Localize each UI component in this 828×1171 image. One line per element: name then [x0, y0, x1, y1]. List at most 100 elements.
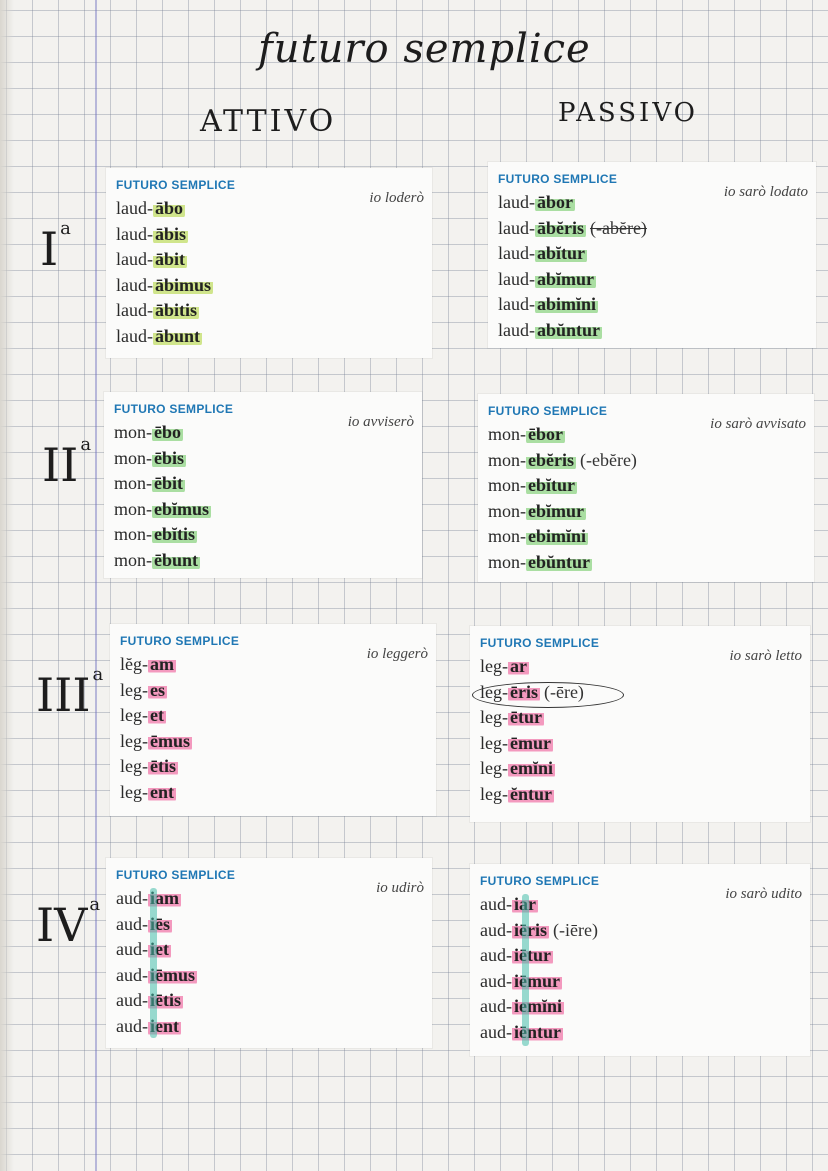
verb-ending: ēmur [507, 732, 553, 753]
conjugation-row: mon-ebŭntur [488, 550, 804, 576]
verb-stem: leg- [480, 758, 508, 778]
conjugation-row: leg-emĭni [480, 756, 800, 782]
verb-stem: leg- [120, 679, 148, 700]
card-heading: FUTURO SEMPLICE [488, 404, 608, 418]
card-heading: FUTURO SEMPLICE [480, 636, 600, 650]
card-translation: io udirò [376, 880, 424, 896]
conjugation-row: mon-ēbor [488, 422, 804, 448]
verb-stem: aud- [480, 970, 512, 991]
verb-ending: ebĭtur [526, 475, 577, 495]
verb-stem: aud- [116, 939, 148, 959]
column-header-active: ATTIVO [200, 104, 337, 139]
verb-ending: ētis [147, 756, 178, 776]
card-2-passive: FUTURO SEMPLICE io sarò avvisato mon-ēbor m… [478, 394, 814, 582]
conjugation-row: leg-ent [120, 780, 426, 806]
verb-ending: ebĭtis [152, 524, 198, 544]
verb-stem: laud- [498, 319, 535, 340]
verb-ending: ēmus [147, 730, 192, 751]
verb-ending: abĭtur [534, 243, 587, 263]
card-3-passive: FUTURO SEMPLICE io sarò letto leg-ar leg-ēr… [470, 626, 810, 822]
verb-ending: ebĭmus [152, 498, 212, 519]
verb-stem: mon- [488, 500, 526, 521]
card-1-passive: FUTURO SEMPLICE io sarò lodato laud-ābor la… [488, 162, 816, 348]
conjugation-row: mon-ebimĭni [488, 524, 804, 550]
card-heading: FUTURO SEMPLICE [480, 874, 600, 888]
verb-ending: ābitis [152, 300, 199, 320]
verb-stem: leg- [120, 705, 148, 725]
conjugation-row: laud-ābĕris (-abĕre) [498, 216, 806, 242]
column-header-passive: PASSIVO [558, 98, 698, 128]
conjugation-row: laud-abimĭni [498, 292, 806, 318]
verb-ending: ēbunt [152, 549, 201, 570]
verb-ending: iēmus [147, 964, 197, 985]
verb-stem: mon- [488, 551, 526, 572]
conjugation-row: laud-ābis [116, 222, 422, 248]
verb-stem: aud- [116, 913, 148, 934]
conjugation-row: laud-abŭntur [498, 318, 806, 344]
verb-stem: laud- [498, 294, 535, 314]
verb-ending: ebĭmur [526, 500, 586, 521]
card-translation: io sarò letto [729, 648, 802, 664]
card-translation: io sarò avvisato [710, 416, 806, 432]
verb-stem: aud- [480, 894, 512, 914]
verb-stem: laud- [498, 192, 535, 212]
verb-stem: aud- [480, 945, 512, 965]
card-translation: io sarò udito [725, 886, 802, 902]
verb-ending: ēbo [152, 422, 183, 442]
conjugation-row: laud-ābimus [116, 273, 422, 299]
verb-ending: ētur [507, 707, 544, 727]
conjugation-row: laud-ābunt [116, 324, 422, 350]
verb-stem: aud- [116, 990, 148, 1010]
conjugation-numeral-4: IV a [36, 894, 101, 952]
conjugation-row: aud-ient [116, 1014, 422, 1040]
conjugation-row: aud-iet [116, 937, 422, 963]
verb-ending: ēbit [152, 473, 185, 493]
conjugation-row: mon-ēbo [114, 420, 412, 446]
verb-ending: ābimus [152, 274, 214, 295]
conjugation-row: mon-ēbit [114, 471, 412, 497]
verb-stem: mon- [488, 449, 526, 470]
verb-ending: ebŭntur [526, 551, 593, 572]
card-1-active: FUTURO SEMPLICE io loderò laud-ābo laud-ābi… [106, 168, 432, 358]
card-translation: io sarò lodato [723, 184, 808, 200]
verb-ending: abŭntur [534, 319, 603, 340]
verb-stem: mon- [114, 498, 152, 519]
conjugation-row: leg-ar [480, 654, 800, 680]
conjugation-numeral-2: II a [42, 434, 92, 492]
page-title: futuro semplice [258, 26, 591, 72]
card-3-active: FUTURO SEMPLICE io leggerò lĕg-am leg-es leg… [110, 624, 436, 816]
alternate-ending: (-abĕre) [589, 217, 647, 238]
verb-stem: mon- [488, 475, 526, 495]
card-2-active: FUTURO SEMPLICE io avviserò mon-ēbo mon-ēbi… [104, 392, 422, 578]
verb-ending: ābit [152, 249, 187, 269]
card-translation: io leggerò [366, 646, 428, 662]
verb-ending: ebĕris [526, 449, 576, 470]
verb-stem: leg- [480, 656, 508, 676]
verb-ending: ēbor [526, 424, 565, 444]
verb-ending: am [147, 654, 176, 674]
conjugation-row: leg-et [120, 703, 426, 729]
conjugation-row: mon-ebĭmus [114, 497, 412, 523]
card-heading: FUTURO SEMPLICE [120, 634, 240, 648]
conjugation-row: mon-ēbis [114, 446, 412, 472]
conjugation-row: leg-ĕntur [480, 782, 800, 808]
verb-stem: leg- [480, 732, 508, 753]
conjugation-row: aud-iēs [116, 912, 422, 938]
conjugation-row: mon-ebĕris (-ebĕre) [488, 448, 804, 474]
verb-ending: ābunt [152, 325, 203, 346]
verb-ending: iēmur [511, 970, 562, 991]
verb-ending: abimĭni [534, 294, 599, 314]
verb-ending: ēbis [152, 447, 187, 468]
verb-ending: es [147, 679, 167, 700]
conjugation-row: aud-iam [116, 886, 422, 912]
verb-ending: iēntur [511, 1021, 563, 1042]
verb-ending: ābis [152, 223, 189, 244]
verb-stem: aud- [116, 1015, 148, 1036]
conjugation-row: mon-ēbunt [114, 548, 412, 574]
verb-stem: laud- [498, 243, 535, 263]
teal-highlight-bar [150, 888, 157, 1038]
verb-stem: lĕg- [120, 654, 148, 674]
conjugation-row: laud-ābitis [116, 298, 422, 324]
verb-ending: et [147, 705, 166, 725]
card-heading: FUTURO SEMPLICE [498, 172, 618, 186]
